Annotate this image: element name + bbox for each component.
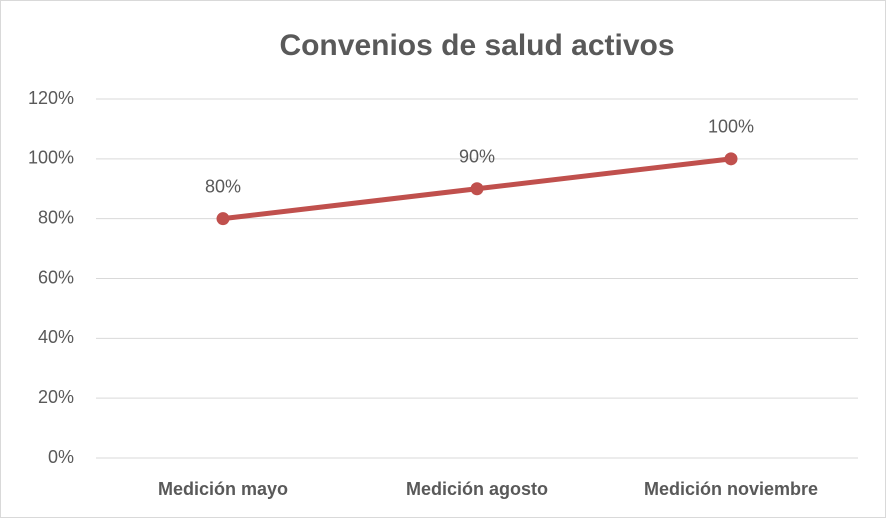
y-tick-label: 80% xyxy=(38,207,74,227)
x-tick-label: Medición mayo xyxy=(158,479,288,499)
x-tick-label: Medición noviembre xyxy=(644,479,818,499)
y-tick-label: 120% xyxy=(28,88,74,108)
marker xyxy=(216,212,230,226)
y-tick-label: 20% xyxy=(38,387,74,407)
y-tick-label: 40% xyxy=(38,327,74,347)
data-label: 100% xyxy=(708,117,754,137)
data-label: 80% xyxy=(205,176,241,196)
data-label: 90% xyxy=(459,147,495,167)
y-tick-label: 60% xyxy=(38,267,74,287)
y-tick-label: 0% xyxy=(48,447,74,467)
marker xyxy=(470,182,484,196)
y-tick-label: 100% xyxy=(28,148,74,168)
x-tick-label: Medición agosto xyxy=(406,479,548,499)
chart-title: Convenios de salud activos xyxy=(279,29,674,62)
marker xyxy=(724,152,738,166)
